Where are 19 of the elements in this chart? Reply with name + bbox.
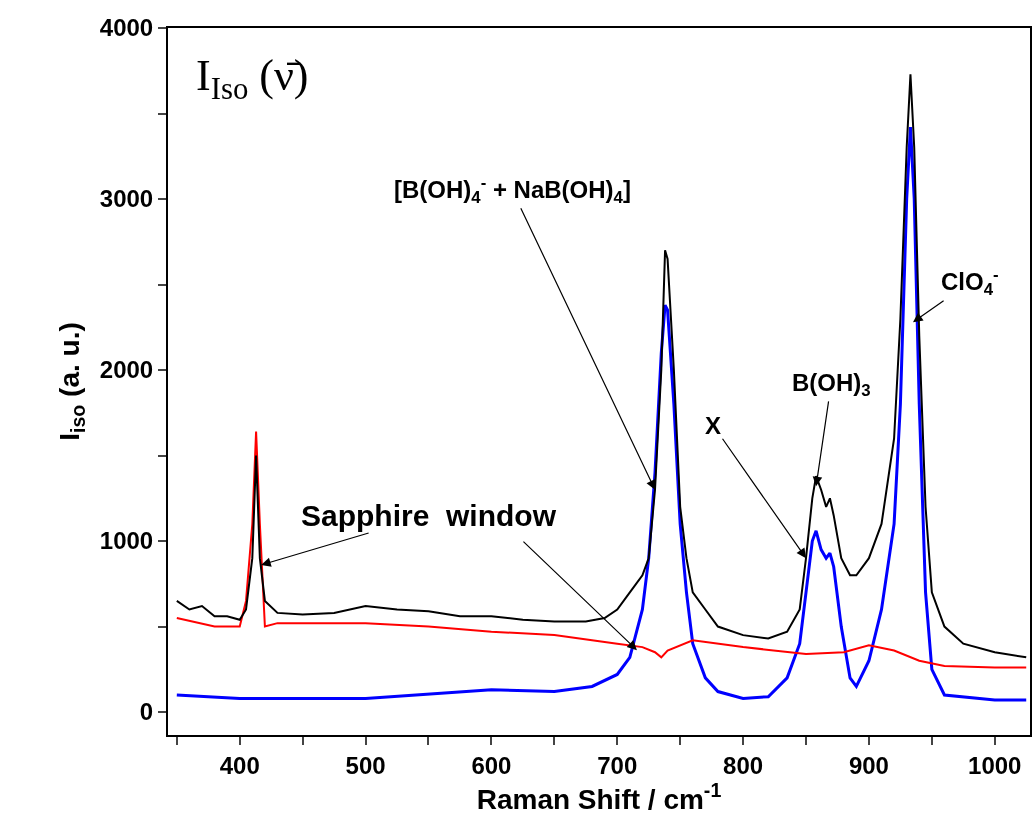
annotation: B(OH)$_{3}$ <box>792 369 871 401</box>
annotation: Sapphire window <box>301 499 557 532</box>
y-tick-label: 4000 <box>99 14 154 42</box>
y-tick-label: 0 <box>139 698 154 726</box>
y-tick-label: 1000 <box>99 527 154 555</box>
y-tick-label: 2000 <box>99 356 154 384</box>
x-tick-label: 800 <box>723 751 764 779</box>
annotation: I$_{Iso}$ (ν̄) <box>196 51 309 107</box>
x-tick-label: 700 <box>597 751 638 779</box>
annotation: [B(OH)$_{4}$$^{-}$ + NaB(OH)$_{4}$] <box>394 173 631 208</box>
x-tick-label: 500 <box>345 751 386 779</box>
y-tick-label: 3000 <box>99 185 154 213</box>
annotation: X <box>705 412 722 439</box>
line-series <box>175 125 1028 702</box>
x-tick-label: 400 <box>219 751 260 779</box>
x-axis-title: Raman Shift / cm$^{-1}$ <box>476 778 722 815</box>
x-tick-label: 900 <box>848 751 889 779</box>
x-tick-label: 600 <box>471 751 512 779</box>
x-tick-label: 1000 <box>968 751 1022 779</box>
